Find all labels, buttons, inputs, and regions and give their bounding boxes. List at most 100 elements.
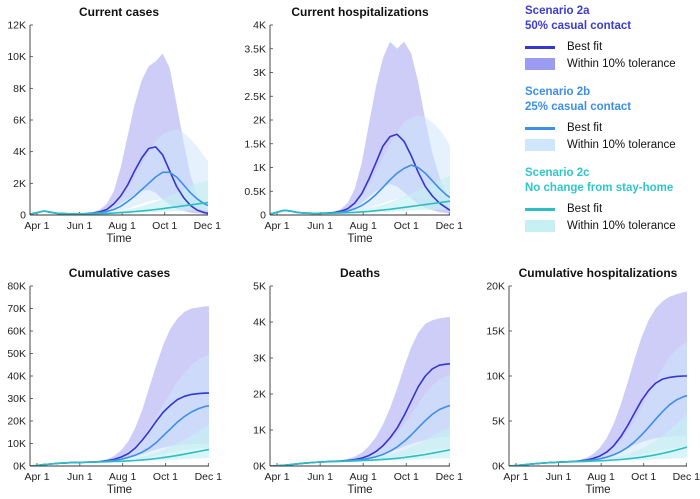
legend-2c-best-label: Best fit (567, 203, 603, 215)
y-tick-label: 0K (253, 461, 266, 473)
x-tick-label: Dec 1 (436, 220, 464, 232)
band-scenario-2c (30, 180, 208, 215)
y-tick-label: 6K (13, 115, 26, 127)
legend-2c-band-swatch (525, 220, 555, 232)
legend: Scenario 2a 50% casual contact Best fit … (525, 0, 700, 240)
band-scenario-2b (270, 115, 450, 215)
panel-current-cases: Current cases 0 2K 4K 6K 8K 10K 12K Apr 1 Jun 1 Au… (7, 5, 221, 245)
line-scenario-2c (270, 200, 450, 215)
legend-2c-best-row: Best fit (525, 201, 602, 217)
legend-2c-subtitle: No change from stay-home (525, 182, 674, 194)
legend-2c-line-swatch (525, 207, 555, 211)
plot-area (30, 53, 208, 215)
panel-current-hospitalizations: Current hospitalizations 0 0.5K 1K 1.5K 2K 2.5… (244, 5, 463, 245)
legend-2a-best-label: Best fit (567, 41, 603, 53)
legend-2c-tol-row: Within 10% tolerance (525, 218, 676, 234)
legend-2b-subtitle: 25% casual contact (525, 101, 632, 113)
x-tick-label: Oct 1 (394, 471, 419, 483)
band-scenario-2c (509, 413, 687, 466)
panel-cumulative-hospitalizations: Cumulative hospitalizations 0K 5K 10K 15K 20K… (486, 266, 700, 496)
x-tick-label: Oct 1 (152, 220, 177, 232)
y-tick-label: 5K (253, 281, 266, 293)
panel-title: Deaths (340, 266, 380, 280)
legend-2a-band-swatch (525, 58, 555, 70)
legend-2b-best-label: Best fit (567, 122, 603, 134)
legend-2b-title: Scenario 2b (525, 86, 591, 98)
x-tick-label: Apr 1 (24, 220, 49, 232)
x-axis-label: Time (585, 484, 610, 496)
y-tick-label: 8K (13, 83, 26, 95)
y-tick-label: 80K (7, 281, 26, 293)
x-tick-label: Jun 1 (67, 220, 93, 232)
y-tick-label: 10K (7, 438, 26, 450)
y-tick-label: 1K (253, 425, 266, 437)
x-tick-label: Jun 1 (67, 471, 93, 483)
legend-2a-tol-label: Within 10% tolerance (567, 58, 676, 70)
y-tick-label: 1K (253, 162, 266, 174)
panel-title: Cumulative hospitalizations (519, 266, 678, 280)
y-tick-label: 3K (253, 67, 266, 79)
band-scenario-2b (30, 129, 208, 215)
legend-2a-subtitle: 50% casual contact (525, 20, 632, 32)
x-tick-label: Jun 1 (307, 471, 333, 483)
x-tick-label: Jun 1 (307, 220, 333, 232)
plot-area (270, 41, 450, 215)
x-tick-label: Aug 1 (587, 471, 615, 483)
x-axis-label: Time (106, 233, 131, 245)
y-tick-label: 40K (7, 371, 26, 383)
panel-title: Current cases (79, 5, 159, 19)
band-scenario-2b (30, 354, 209, 466)
y-tick-label: 30K (7, 393, 26, 405)
y-tick-label: 15K (486, 326, 505, 338)
y-tick-label: 2K (253, 115, 266, 127)
y-tick-label: 0K (13, 461, 26, 473)
x-tick-label: Dec 1 (673, 471, 700, 483)
band-scenario-2c (30, 424, 209, 466)
y-tick-label: 10K (486, 371, 505, 383)
legend-2c-title: Scenario 2c (525, 167, 590, 179)
legend-2a-line-swatch (525, 45, 555, 49)
x-tick-label: Apr 1 (265, 471, 290, 483)
y-tick-label: 0K (492, 461, 505, 473)
x-tick-label: Apr 1 (24, 471, 49, 483)
x-tick-label: Oct 1 (394, 220, 419, 232)
y-tick-label: 0 (20, 210, 26, 222)
y-tick-label: 3K (253, 353, 266, 365)
legend-2a-tol-row: Within 10% tolerance (525, 56, 676, 72)
y-tick-label: 4K (253, 20, 266, 32)
panel-cumulative-cases: Cumulative cases 0K 10K 20K 30K 40K 50K 60K 70K 8… (7, 266, 222, 496)
x-axis-label: Time (347, 484, 372, 496)
x-tick-label: Oct 1 (631, 471, 656, 483)
x-tick-label: Apr 1 (503, 471, 528, 483)
y-tick-label: 2.5K (244, 91, 266, 103)
x-tick-label: Jun 1 (546, 471, 572, 483)
legend-2c-tol-label: Within 10% tolerance (567, 220, 676, 232)
legend-2a-title: Scenario 2a (525, 5, 590, 17)
x-tick-label: Aug 1 (108, 220, 136, 232)
y-tick-label: 50K (7, 348, 26, 360)
x-axis-label: Time (347, 233, 372, 245)
y-tick-label: 2K (13, 178, 26, 190)
y-tick-label: 4K (253, 317, 266, 329)
x-tick-label: Dec 1 (195, 471, 223, 483)
panel-deaths: Deaths 0K 1K 2K 3K 4K 5K Apr 1 Jun 1 Aug 1 Oct 1 De… (253, 266, 463, 496)
y-tick-label: 5K (492, 416, 505, 428)
y-tick-label: 10K (7, 51, 26, 63)
y-tick-label: 20K (7, 416, 26, 428)
y-tick-label: 4K (13, 146, 26, 158)
legend-2b-line-swatch (525, 126, 555, 130)
y-tick-label: 20K (486, 281, 505, 293)
x-tick-label: Apr 1 (265, 220, 290, 232)
y-tick-label: 2K (253, 389, 266, 401)
y-tick-label: 0.5K (244, 186, 266, 198)
panel-title: Current hospitalizations (291, 5, 429, 19)
y-tick-label: 1.5K (244, 138, 266, 150)
legend-2b-tol-label: Within 10% tolerance (567, 139, 676, 151)
x-tick-label: Dec 1 (194, 220, 222, 232)
legend-2b-best-row: Best fit (525, 120, 602, 136)
x-tick-label: Aug 1 (109, 471, 137, 483)
y-tick-label: 60K (7, 326, 26, 338)
band-scenario-2c (270, 427, 450, 466)
x-tick-label: Oct 1 (153, 471, 178, 483)
